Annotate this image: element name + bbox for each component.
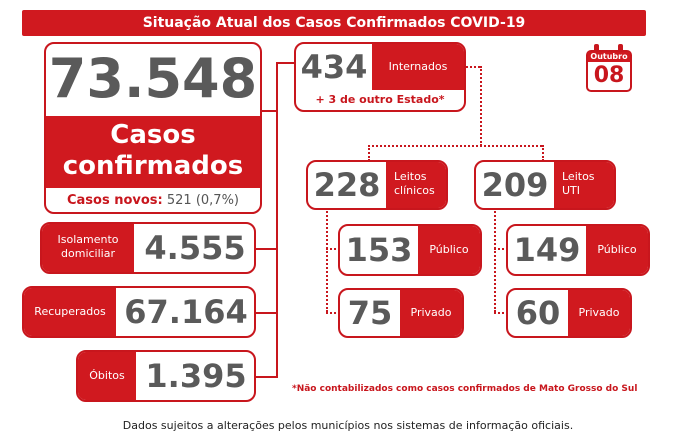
isolation-label-line2: domiciliar [61, 247, 115, 260]
icu-beds-label-line1: Leitos [562, 170, 595, 183]
deaths-label: Óbitos [89, 369, 125, 382]
calendar-icon: Outubro 08 [586, 44, 632, 92]
recovered-label-block: Recuperados [24, 288, 116, 336]
clinical-public-label-block: Público [418, 226, 480, 274]
connector-recovered [256, 312, 278, 314]
connector-deaths [256, 376, 278, 378]
clinical-beds-value: 228 [313, 166, 381, 204]
icu-public-label: Público [597, 243, 637, 256]
recovered-card: Recuperados 67.164 [22, 286, 256, 338]
connector-confirmed [262, 110, 278, 112]
deaths-label-block: Óbitos [78, 352, 136, 400]
isolation-label-line1: Isolamento [57, 233, 119, 246]
new-cases-label: Casos novos: [66, 193, 163, 208]
icu-public-card: 149 Público [506, 224, 650, 276]
deaths-card: Óbitos 1.395 [76, 350, 256, 402]
page-title: Situação Atual dos Casos Confirmados COV… [142, 15, 526, 31]
recovered-value: 67.164 [124, 293, 248, 331]
isolation-value: 4.555 [144, 229, 246, 267]
clinical-private-card: 75 Privado [338, 288, 464, 338]
clinical-beds-label-line2: clínicos [394, 184, 435, 197]
icu-beds-label-line2: UTI [562, 184, 581, 197]
connector-top [276, 62, 296, 64]
header-bar: Situação Atual dos Casos Confirmados COV… [22, 10, 646, 36]
clinical-private-label: Privado [410, 306, 452, 319]
icu-private-label: Privado [578, 306, 620, 319]
icu-beds-label-block: Leitos UTI [554, 162, 614, 208]
icu-private-value: 60 [515, 294, 561, 332]
calendar-month: Outubro [590, 52, 628, 61]
icu-public-value: 149 [513, 231, 581, 269]
hospitalized-value: 434 [300, 48, 368, 86]
new-cases-value: 521 (0,7%) [166, 193, 240, 208]
icu-private-card: 60 Privado [506, 288, 632, 338]
connector-isolation [256, 248, 278, 250]
confirmed-label-block: Casos confirmados [46, 116, 260, 188]
hospitalized-card: 434 Internados + 3 de outro Estado* [294, 42, 466, 112]
hospitalized-label-block: Internados [372, 44, 464, 90]
disclaimer: Dados sujeitos a alterações pelos municí… [122, 419, 574, 432]
clinical-private-value: 75 [347, 294, 393, 332]
connector-vertical [276, 62, 278, 378]
icu-public-label-block: Público [586, 226, 648, 274]
icu-beds-card: 209 Leitos UTI [474, 160, 616, 210]
confirmed-total: 73.548 [48, 47, 258, 110]
recovered-label: Recuperados [34, 305, 106, 318]
clinical-beds-card: 228 Leitos clínicos [306, 160, 448, 210]
clinical-public-label: Público [429, 243, 469, 256]
icu-private-label-block: Privado [568, 290, 630, 336]
hospitalized-note: + 3 de outro Estado* [315, 93, 445, 106]
deaths-value: 1.395 [145, 357, 247, 395]
clinical-public-value: 153 [345, 231, 413, 269]
confirmed-card: 73.548 Casos confirmados Casos novos: 52… [44, 42, 262, 214]
clinical-private-label-block: Privado [400, 290, 462, 336]
confirmed-label-line2: confirmados [62, 151, 244, 181]
isolation-label-block: Isolamento domiciliar [42, 224, 134, 272]
footnote: *Não contabilizados como casos confirmad… [292, 384, 638, 394]
clinical-public-card: 153 Público [338, 224, 482, 276]
clinical-beds-label-line1: Leitos [394, 170, 427, 183]
confirmed-label-line1: Casos [110, 120, 196, 150]
hospitalized-label: Internados [388, 60, 448, 73]
icu-beds-value: 209 [481, 166, 549, 204]
isolation-card: Isolamento domiciliar 4.555 [40, 222, 256, 274]
calendar-day: 08 [593, 63, 625, 88]
new-cases-row: Casos novos: 521 (0,7%) [46, 190, 260, 212]
clinical-beds-label-block: Leitos clínicos [386, 162, 446, 208]
